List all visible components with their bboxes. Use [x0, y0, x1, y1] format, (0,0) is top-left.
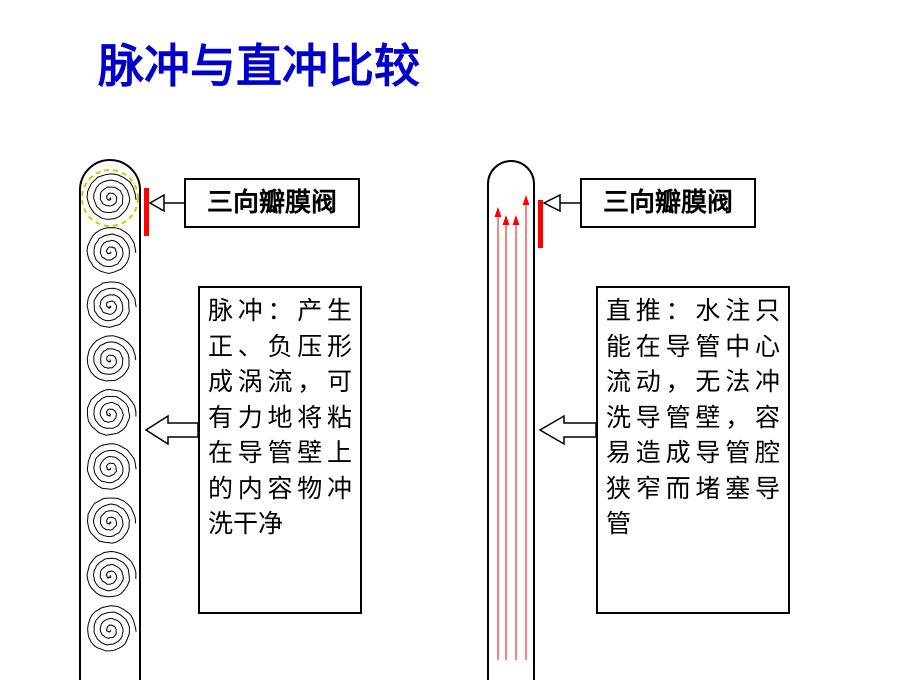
- desc-pulse: 脉冲：产生正、负压形成涡流，可有力地将粘在导管壁上的内容物冲洗干净: [198, 286, 362, 614]
- spiral-icon: [87, 390, 135, 436]
- spiral-icon: [87, 336, 135, 381]
- spiral-icon: [87, 174, 136, 219]
- spiral-icon: [88, 498, 136, 543]
- arrowhead-icon: [495, 207, 502, 217]
- right-tube: [488, 161, 543, 680]
- spiral-icon: [87, 282, 136, 327]
- valve-marker-left: [144, 188, 149, 236]
- valve-marker-right: [538, 200, 543, 248]
- arrowhead-icon: [503, 215, 510, 225]
- valve-label-left: 三向瓣膜阀: [184, 178, 360, 228]
- pointer-right-label: [544, 195, 580, 211]
- arrowhead-icon: [513, 215, 520, 225]
- spiral-icon: [87, 552, 136, 597]
- spiral-icon: [87, 228, 136, 274]
- pointer-right-desc: [540, 416, 596, 444]
- desc-direct: 直推：水注只能在导管中心流动，无法冲洗导管壁，容易造成导管腔狭窄而堵塞导管: [596, 286, 790, 614]
- valve-label-right: 三向瓣膜阀: [580, 178, 756, 228]
- pointer-left-label: [150, 195, 184, 211]
- arrowhead-icon: [523, 195, 530, 205]
- spiral-icon: [87, 444, 136, 490]
- spiral-icon: [88, 606, 137, 651]
- left-tube: [80, 160, 149, 680]
- pointer-left-desc: [146, 416, 198, 444]
